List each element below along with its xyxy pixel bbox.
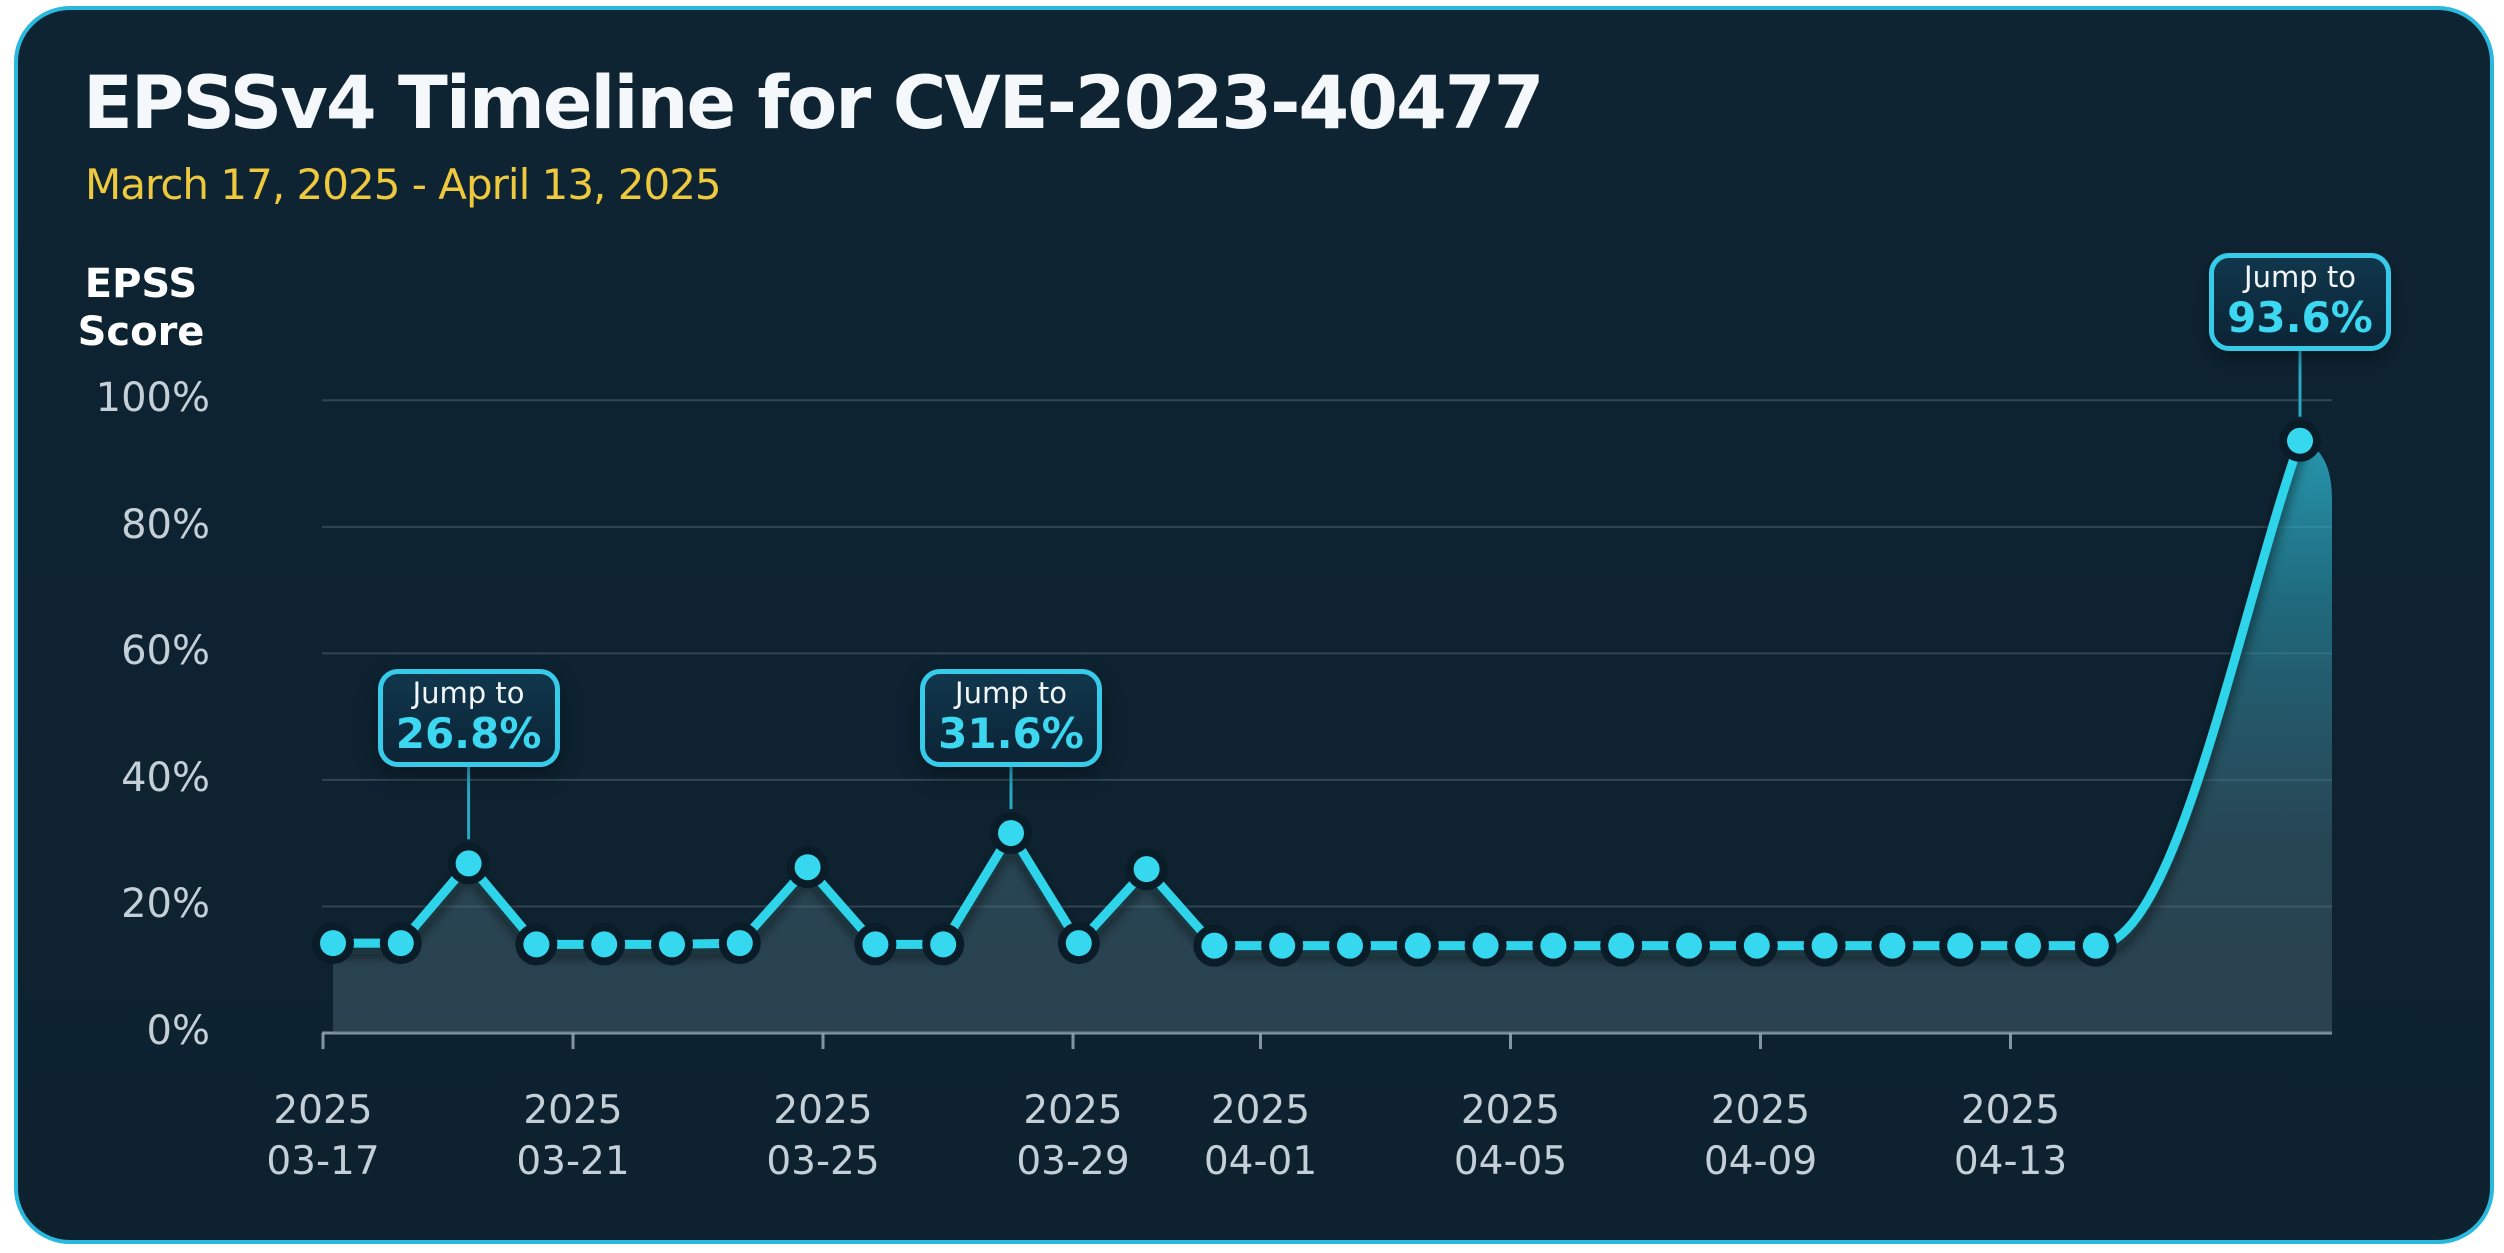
x-tick-year: 2025 [1710,1088,1811,1133]
data-point-dot [1133,856,1160,883]
x-tick-label: 2025 03-17 [238,1086,408,1187]
y-tick-label: 0% [146,1008,210,1054]
x-tick-label: 2025 04-05 [1426,1086,1596,1187]
data-point-dot [794,854,821,881]
y-axis-title-line1: EPSS [84,261,198,307]
data-point-dot [998,820,1024,847]
data-point-dot [930,931,957,958]
data-point-dot [455,850,482,877]
page-title: EPSSv4 Timeline for CVE-2023-40477 [83,61,1544,146]
data-point-dot [1676,932,1702,959]
annotation-prefix: Jump to [2244,259,2356,294]
x-tick-date: 03-29 [1016,1138,1130,1184]
data-point-dot [523,931,550,958]
x-tick-year: 2025 [273,1088,373,1133]
x-tick-year: 2025 [773,1088,873,1133]
data-point-dot [1472,932,1499,959]
data-point-dot [1743,932,1770,959]
trend-line [328,436,2305,951]
x-tick-date: 04-01 [1203,1138,1318,1184]
y-tick-label: 40% [121,754,210,801]
annotation-prefix: Jump to [412,675,525,710]
x-tick-label: 2025 03-25 [738,1086,908,1187]
area-fill [333,440,2332,1033]
x-tick-year: 2025 [1460,1088,1561,1133]
x-tick-date: 03-17 [266,1138,380,1184]
data-point-dot [1608,932,1635,959]
x-tick-year: 2025 [1023,1088,1123,1133]
y-tick-label: 60% [121,628,210,675]
x-tick-year: 2025 [1210,1088,1311,1133]
y-tick-label: 80% [121,501,210,548]
x-tick-date: 04-05 [1453,1138,1568,1184]
annotation-callout-31-6: Jump to 31.6% [920,669,1102,767]
annotation-value: 26.8% [395,708,542,758]
gridlines [322,399,2332,908]
annotation-callout-26-8: Jump to 26.8% [377,669,560,767]
data-point-dot [320,930,346,957]
x-tick-label: 2025 04-13 [1926,1086,2096,1187]
x-tick-label: 2025 04-01 [1176,1086,1346,1187]
data-point-dot [387,930,414,957]
data-point-dot [1404,932,1431,959]
x-tick-year: 2025 [523,1088,623,1133]
annotation-value: 93.6% [2227,292,2373,342]
data-point-dot [1337,932,1363,959]
y-tick-label: 100% [95,375,210,422]
x-tick-year: 2025 [1960,1088,2061,1133]
annotation-callout-93-6: Jump to 93.6% [2209,253,2391,351]
data-point-dot [2015,932,2041,959]
x-tick-label: 2025 04-09 [1676,1086,1846,1187]
data-point-dot [659,931,685,958]
chart-card [14,6,2494,1244]
y-axis-title-line2: Score [77,309,205,355]
x-tick-date: 04-09 [1703,1138,1818,1184]
data-points [312,419,2321,967]
data-point-dot [1065,930,1092,957]
x-tick-date: 03-21 [516,1138,630,1184]
data-point-dot [2287,427,2313,454]
x-tick-date: 04-13 [1953,1138,2068,1184]
y-axis-title: EPSS Score [48,260,234,356]
annotation-value: 31.6% [938,708,1084,758]
x-tick-label: 2025 03-29 [988,1086,1158,1187]
annotation-prefix: Jump to [955,675,1067,710]
data-point-dot [591,931,618,958]
data-point-dot [2082,932,2109,959]
data-point-dot [862,931,889,958]
data-point-dot [1947,932,1974,959]
annotation-connectors [467,347,2302,840]
x-axis-line [321,1031,2332,1049]
x-tick-date: 03-25 [766,1138,880,1184]
date-range-subtitle: March 17, 2025 - April 13, 2025 [85,160,722,209]
data-point-dot [726,930,753,957]
data-point-dot [1201,932,1228,959]
data-point-dot [1269,932,1296,959]
y-tick-label: 20% [121,881,210,928]
data-point-dot [1540,932,1567,959]
x-tick-label: 2025 03-21 [488,1086,658,1187]
data-point-dot [1811,932,1838,959]
data-point-dot [1879,932,1906,959]
